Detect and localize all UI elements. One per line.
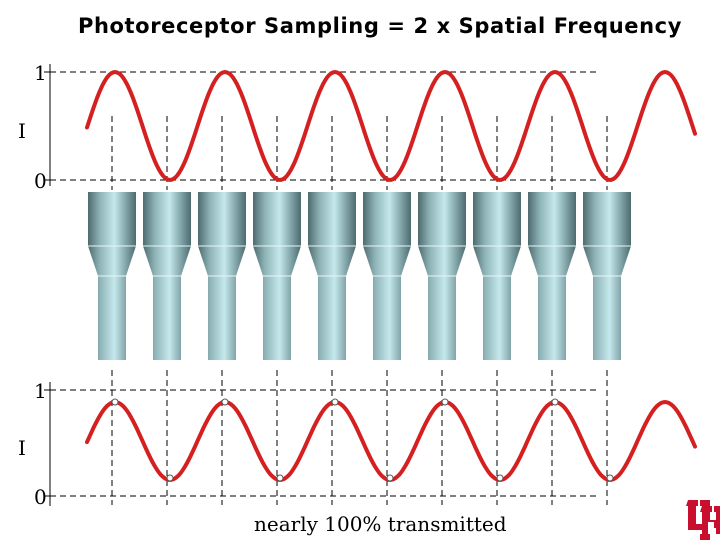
sample-point-marker [111, 398, 119, 406]
sample-point-marker [166, 474, 174, 482]
bottom-axis-label: I [18, 436, 26, 460]
top-intensity-plot: 1 I 0 [18, 61, 697, 193]
photoreceptor [308, 192, 356, 360]
bottom-tick-max-label: 1 [34, 379, 47, 403]
sample-point-marker [606, 474, 614, 482]
photoreceptor-array [88, 192, 631, 360]
sample-point-marker [221, 398, 229, 406]
uh-logo-icon [686, 500, 720, 540]
photoreceptor [528, 192, 576, 360]
photoreceptor [198, 192, 246, 360]
photoreceptor [473, 192, 521, 360]
sample-point-marker [331, 398, 339, 406]
top-axis-label: I [18, 119, 26, 143]
bottom-wave [85, 399, 697, 482]
photoreceptor [363, 192, 411, 360]
sample-point-markers [111, 398, 614, 482]
sample-point-marker [551, 398, 559, 406]
top-tick-min-label: 0 [34, 169, 47, 193]
sample-point-marker [386, 474, 394, 482]
photoreceptor [418, 192, 466, 360]
bottom-intensity-plot: 1 I 0 [18, 370, 697, 509]
caption: nearly 100% transmitted [254, 512, 507, 536]
page-title: Photoreceptor Sampling = 2 x Spatial Fre… [77, 14, 683, 38]
bottom-sampling-lines [111, 370, 608, 505]
sample-point-marker [441, 398, 449, 406]
top-tick-max-label: 1 [34, 61, 47, 85]
photoreceptor [88, 192, 136, 360]
bottom-tick-min-label: 0 [34, 485, 47, 509]
photoreceptor [143, 192, 191, 360]
top-wave [85, 69, 697, 182]
sample-point-marker [496, 474, 504, 482]
photoreceptor [583, 192, 631, 360]
photoreceptor [253, 192, 301, 360]
sample-point-marker [276, 474, 284, 482]
